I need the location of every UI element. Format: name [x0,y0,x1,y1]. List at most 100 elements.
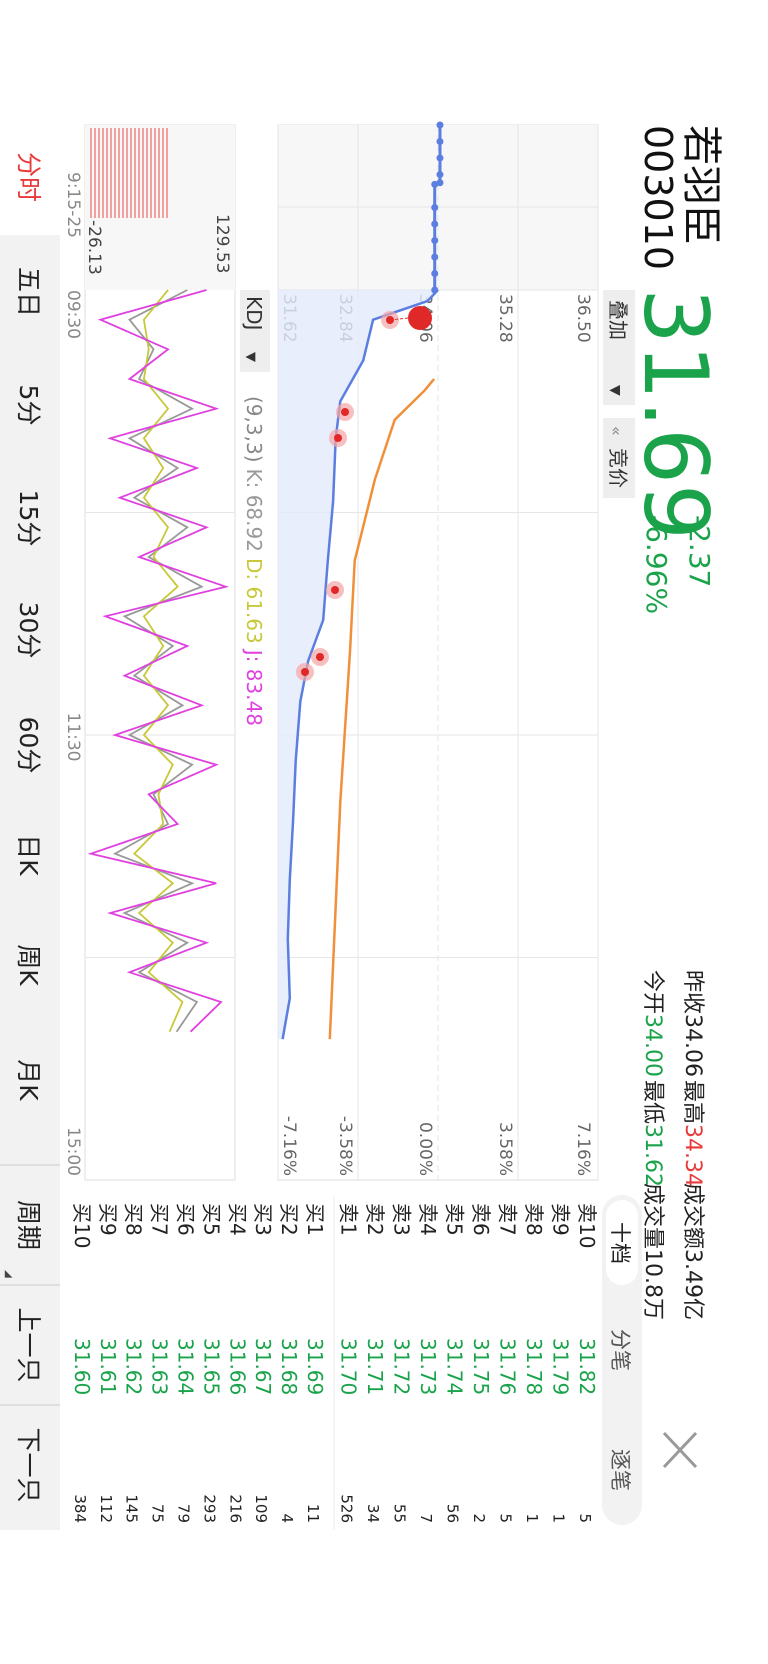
y-tick-label: 35.28 [495,294,515,343]
stock-code: 003010 [636,125,680,270]
book-label: 买6 [174,1203,198,1236]
book-label: 买3 [251,1203,275,1236]
kdj-line [87,289,229,1033]
period-tab[interactable]: 分时 [14,152,43,202]
book-volume: 2 [470,1513,488,1523]
period-tab[interactable]: 15分 [14,490,43,547]
book-price: 31.64 [174,1338,198,1395]
kdj-button[interactable] [240,290,270,372]
period-tab[interactable]: 60分 [14,717,43,774]
stat-label: 成交额 [680,1183,705,1249]
nav-tab[interactable]: 上一只 [14,1307,43,1382]
kdj-legend-item: D: 61.63 [242,558,266,644]
book-volume: 79 [175,1504,193,1523]
trade-marker [341,408,349,416]
book-label: 卖9 [549,1203,573,1236]
book-label: 买8 [122,1203,146,1236]
book-tab[interactable]: 逐笔 [608,1449,632,1491]
premarket-dot [436,154,444,162]
stat-label: 最低 [640,1080,665,1124]
trade-marker [331,586,339,594]
book-tab[interactable]: 十档 [608,1222,632,1264]
book-price: 31.76 [496,1338,520,1395]
last-price: 31.69 [624,288,727,540]
book-label: 买10 [70,1203,94,1248]
period-tab[interactable]: 周K [14,944,43,986]
book-price: 31.73 [416,1338,440,1395]
book-label: 买9 [96,1203,120,1236]
stat: 成交额3.49亿 [680,1183,705,1320]
book-label: 买1 [303,1203,327,1236]
book-volume: 1 [550,1513,568,1523]
book-label: 卖5 [443,1203,467,1236]
book-price: 31.61 [96,1338,120,1395]
trade-marker [334,434,342,442]
book-volume: 4 [278,1513,296,1523]
book-label: 卖2 [363,1203,387,1236]
book-label: 卖8 [522,1203,546,1236]
book-volume: 56 [444,1504,462,1523]
change-pct: -6.96% [640,515,673,614]
book-price: 31.62 [122,1338,146,1395]
book-price: 31.74 [443,1338,467,1395]
corner-icon: ◢ [3,1270,14,1278]
book-volume: 145 [123,1494,141,1523]
premarket-dot [431,237,439,244]
book-price: 31.69 [303,1338,327,1395]
book-price: 31.71 [363,1338,387,1395]
kdj-max: 129.53 [212,214,232,273]
pct-label: 0.00% [415,1122,435,1176]
time-label: 15:00 [63,1127,83,1176]
book-label: 买7 [148,1203,172,1236]
book-tab[interactable]: 分笔 [608,1329,632,1371]
kdj-min: -26.13 [84,220,104,275]
period-tab[interactable]: 月K [14,1059,43,1101]
overlay-button[interactable] [603,290,635,405]
buy-marker [408,306,432,330]
pct-label: -3.58% [335,1116,355,1176]
nav-tab[interactable]: 下一只 [14,1427,43,1502]
book-tab-active[interactable] [606,1200,638,1285]
book-volume: 216 [226,1494,244,1523]
period-tab[interactable]: 日K [14,834,43,876]
series-line [281,289,439,1040]
time-label: 09:30 [63,290,83,339]
kdj-label[interactable]: KDJ [242,296,266,330]
kdj-line [132,289,184,1033]
stock-name: 若羽臣 [678,125,724,245]
period-tab[interactable]: 30分 [14,602,43,659]
premarket-dot [436,171,444,178]
book-volume: 75 [149,1504,167,1523]
book-price: 31.70 [337,1338,361,1395]
stat-value: 3.49亿 [680,1249,705,1320]
time-label: 9:15-25 [63,172,83,238]
book-price: 31.79 [549,1338,573,1395]
auction-button[interactable] [603,418,635,498]
series-line [328,378,436,1040]
book-label: 卖10 [575,1203,599,1248]
stat-value: 34.00 [640,1014,665,1077]
book-label: 卖4 [416,1203,440,1236]
premarket-dot [436,121,444,129]
stat-value: 34.06 [680,1014,705,1077]
stat-label: 最高 [680,1080,705,1124]
book-volume: 526 [338,1494,356,1523]
book-price: 31.82 [575,1338,599,1395]
period-tab[interactable]: 五日 [14,267,43,317]
pct-label: 7.16% [573,1122,593,1176]
trade-marker [386,316,394,324]
kdj-legend: (9,3,3) K: 68.92 D: 61.63 J: 83.48 [242,396,266,726]
book-price: 31.72 [390,1338,414,1395]
period-tab[interactable]: 5分 [14,385,43,426]
stat: 最低31.62 [640,1080,665,1187]
premarket-dot [431,286,439,294]
nav-tab[interactable]: 周期 [14,1200,43,1250]
button-label[interactable]: 竞价 [606,448,630,488]
button-label[interactable]: 叠加 [606,300,630,340]
close-button[interactable] [662,1431,698,1469]
chevron: « [607,426,626,436]
book-volume: 7 [417,1513,435,1523]
kdj-params: (9,3,3) [242,396,266,463]
